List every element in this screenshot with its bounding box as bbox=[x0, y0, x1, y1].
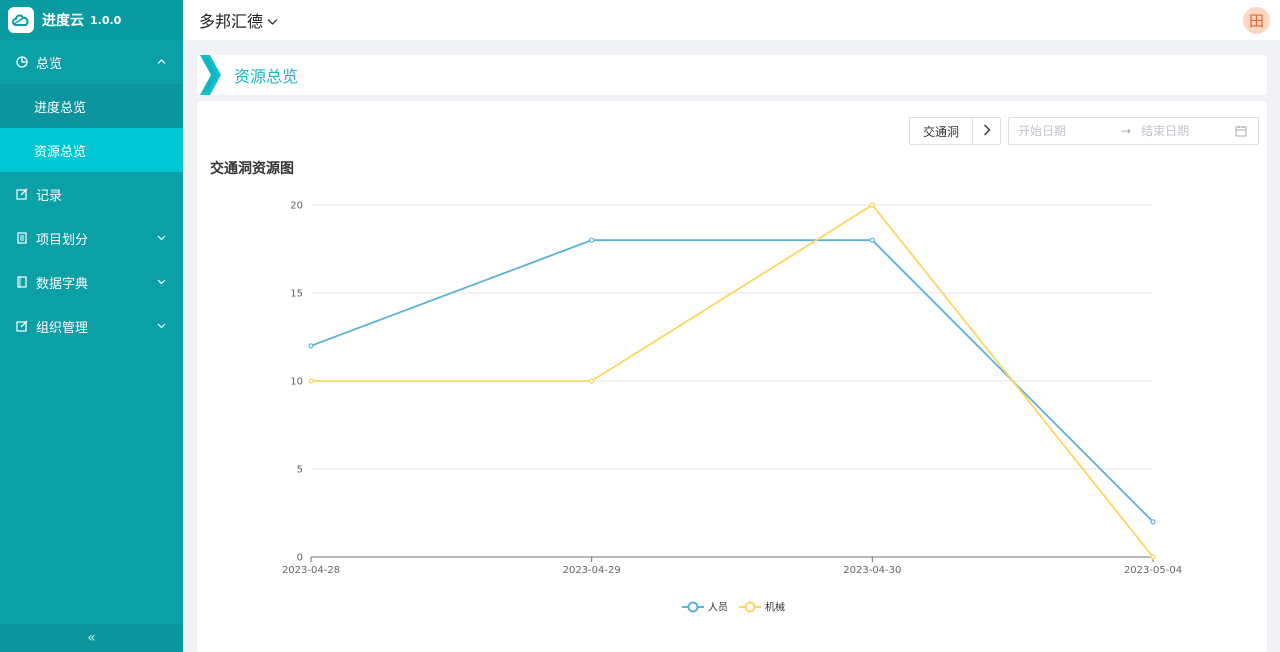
x-tick-label: 2023-04-28 bbox=[282, 565, 340, 576]
y-tick-label: 20 bbox=[290, 201, 303, 212]
x-tick-label: 2023-05-04 bbox=[1124, 565, 1182, 576]
chevron-right-icon bbox=[983, 124, 991, 139]
data-point bbox=[308, 378, 314, 384]
chevron-banner-icon bbox=[200, 55, 221, 95]
y-tick-label: 15 bbox=[290, 289, 303, 300]
page-title-bar: 资源总览 bbox=[197, 55, 1267, 95]
cloud-logo-icon bbox=[8, 7, 34, 33]
data-point bbox=[1150, 554, 1156, 560]
tunnel-select-button[interactable]: 交通洞 bbox=[909, 117, 973, 145]
data-point bbox=[869, 202, 875, 208]
chevron-up-icon bbox=[157, 57, 166, 68]
data-point bbox=[589, 237, 595, 243]
app-name: 进度云 bbox=[42, 13, 84, 29]
data-point bbox=[589, 378, 595, 384]
legend-label: 机械 bbox=[765, 601, 785, 614]
chart-panel: 交通洞 → 交通洞资源图 0 5 10 15 20 2023-04-28 2023-04-2… bbox=[197, 101, 1267, 652]
sub-item-label: 资源总览 bbox=[34, 144, 87, 160]
resource-line-chart: 0 5 10 15 20 2023-04-28 2023-04-29 2023-04-30 20… bbox=[282, 201, 1182, 614]
edit-icon bbox=[15, 187, 29, 201]
menu-org-management[interactable]: 组织管理 bbox=[0, 304, 183, 348]
y-tick-label: 10 bbox=[290, 377, 303, 388]
menu-data-dictionary-label: 数据字典 bbox=[36, 276, 89, 292]
edit-icon bbox=[15, 319, 29, 333]
org-selector[interactable]: 多邦汇德 bbox=[199, 8, 278, 32]
avatar[interactable]: 田 bbox=[1243, 7, 1270, 34]
collapse-sidebar-button[interactable]: « bbox=[0, 624, 183, 652]
org-name: 多邦汇德 bbox=[199, 12, 264, 31]
page-title: 资源总览 bbox=[234, 67, 299, 86]
legend-marker bbox=[687, 601, 699, 613]
calendar-icon[interactable] bbox=[1235, 125, 1247, 140]
app-version: 1.0.0 bbox=[90, 13, 122, 27]
menu-project-division[interactable]: 项目划分 bbox=[0, 216, 183, 260]
x-tick-label: 2023-04-29 bbox=[563, 565, 621, 576]
start-date-input[interactable] bbox=[1018, 124, 1113, 138]
y-tick-label: 5 bbox=[297, 465, 303, 476]
chevron-down-icon bbox=[157, 233, 166, 244]
series-line-1 bbox=[311, 203, 1154, 558]
sidebar-item-resource-overview[interactable]: 资源总览 bbox=[0, 128, 183, 172]
next-button[interactable] bbox=[972, 117, 1001, 145]
chart-title: 交通洞资源图 bbox=[210, 161, 294, 177]
chevron-down-icon bbox=[267, 11, 278, 30]
sub-item-label: 进度总览 bbox=[34, 100, 87, 116]
data-point bbox=[308, 343, 314, 349]
overview-submenu: 进度总览 资源总览 bbox=[0, 84, 183, 172]
menu-data-dictionary[interactable]: 数据字典 bbox=[0, 260, 183, 304]
menu-overview-label: 总览 bbox=[36, 56, 63, 72]
menu-overview[interactable]: 总览 bbox=[0, 40, 183, 84]
legend-label: 人员 bbox=[708, 602, 728, 614]
chevron-down-icon bbox=[157, 277, 166, 288]
end-date-input[interactable] bbox=[1141, 124, 1237, 138]
book-icon bbox=[15, 275, 29, 289]
sidebar: 进度云 1.0.0 总览 进度总览 资源总览 记录 项目划分 bbox=[0, 0, 183, 652]
sidebar-item-progress-overview[interactable]: 进度总览 bbox=[0, 84, 183, 128]
list-icon bbox=[15, 231, 29, 245]
legend-marker bbox=[744, 601, 756, 613]
pie-chart-icon bbox=[15, 55, 29, 69]
app-logo[interactable]: 进度云 1.0.0 bbox=[0, 0, 183, 40]
y-tick-label: 0 bbox=[297, 553, 303, 564]
x-tick-label: 2023-04-30 bbox=[843, 565, 901, 576]
menu-org-management-label: 组织管理 bbox=[36, 320, 89, 336]
date-range-picker[interactable]: → bbox=[1008, 117, 1259, 145]
top-header: 多邦汇德 田 bbox=[183, 0, 1280, 40]
data-point bbox=[869, 237, 875, 243]
menu-records[interactable]: 记录 bbox=[0, 172, 183, 216]
menu-records-label: 记录 bbox=[36, 188, 63, 204]
data-point bbox=[1150, 519, 1156, 525]
menu-project-division-label: 项目划分 bbox=[36, 232, 89, 248]
date-range-separator: → bbox=[1121, 124, 1132, 138]
chevron-down-icon bbox=[157, 321, 166, 332]
